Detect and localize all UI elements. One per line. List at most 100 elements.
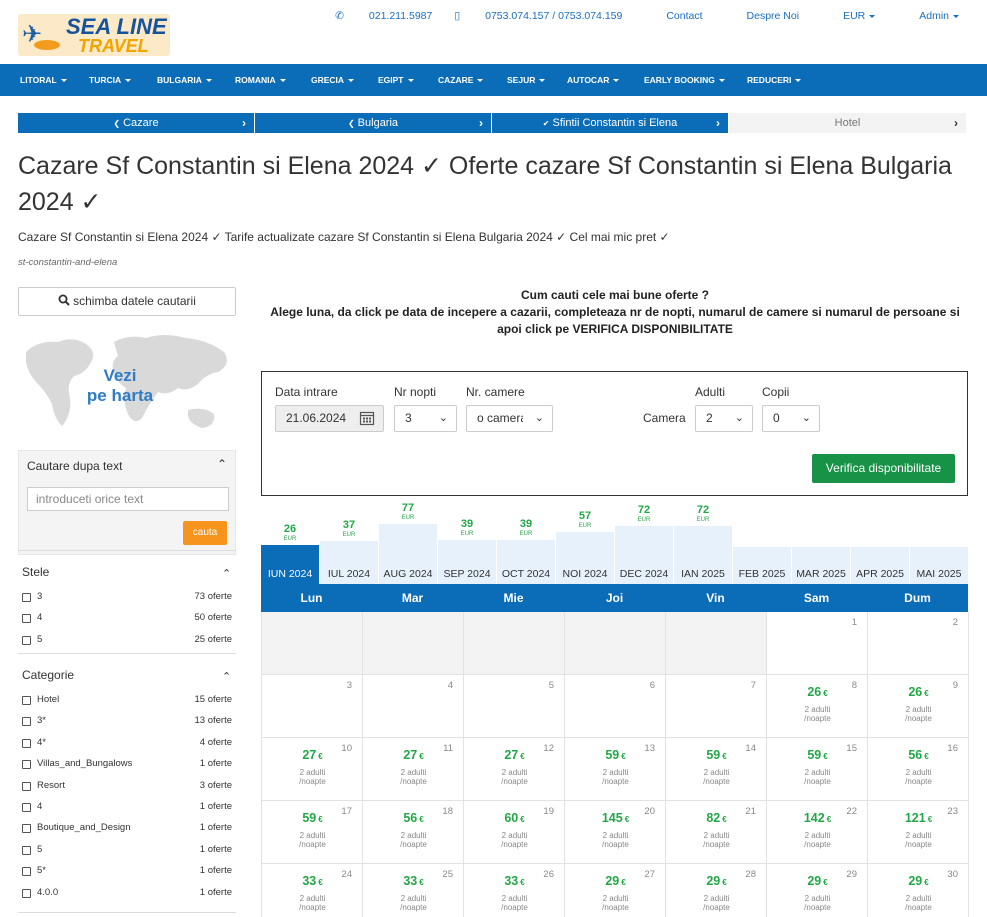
chevron-up-icon[interactable]: ⌃ (222, 671, 232, 683)
filter-option[interactable]: Villas_and_Bungalows 1 oferte (22, 758, 232, 772)
nav-item-6[interactable]: CAZARE (438, 64, 484, 96)
nights-select[interactable]: 3 ⌄ (394, 405, 457, 432)
calendar-day[interactable]: 13 59 €2 adulti/noapte (565, 738, 666, 801)
filter-option[interactable]: Boutique_and_Design 1 oferte (22, 822, 232, 836)
month-tab-10[interactable]: APR 2025 (851, 500, 909, 584)
calendar-day[interactable]: 10 27 €2 adulti/noapte (262, 738, 363, 801)
breadcrumb-item-0[interactable]: ❮ Cazare › (18, 113, 254, 133)
month-tab-2[interactable]: AUG 2024 77 EUR (379, 500, 437, 584)
checkbox[interactable] (22, 867, 31, 877)
calendar-day[interactable]: 17 59 €2 adulti/noapte (262, 801, 363, 864)
calendar-day[interactable]: 14 59 €2 adulti/noapte (666, 738, 767, 801)
filter-option[interactable]: 5* 1 oferte (22, 865, 232, 879)
checkbox[interactable] (22, 593, 31, 602)
month-tab-5[interactable]: NOI 2024 57 EUR (556, 500, 614, 584)
nav-item-1[interactable]: TURCIA (89, 64, 132, 96)
checkbox[interactable] (22, 781, 31, 791)
calendar-day[interactable]: 18 56 €2 adulti/noapte (363, 801, 464, 864)
checkbox[interactable] (22, 696, 31, 705)
calendar-day[interactable]: 2 (868, 612, 969, 675)
filter-option[interactable]: Resort 3 oferte (22, 780, 232, 794)
calendar-day[interactable]: 30 29 €2 adulti/noapte (868, 864, 969, 917)
filter-option[interactable]: Hotel 15 oferte (22, 694, 232, 708)
calendar-day[interactable]: 19 60 €2 adulti/noapte (464, 801, 565, 864)
calendar-day[interactable]: 5 (464, 675, 565, 738)
calendar-day[interactable]: 26 33 €2 adulti/noapte (464, 864, 565, 917)
nav-item-5[interactable]: EGIPT (378, 64, 414, 96)
nav-item-4[interactable]: GRECIA (311, 64, 355, 96)
top-link-3[interactable]: Despre Noi (725, 10, 800, 22)
top-link-2[interactable]: Contact (644, 10, 702, 22)
calendar-day[interactable]: 25 33 €2 adulti/noapte (363, 864, 464, 917)
filter-option[interactable]: 5 25 oferte (22, 634, 232, 648)
nav-item-10[interactable]: REDUCERI (747, 64, 802, 96)
text-search-button[interactable]: cauta (183, 521, 227, 545)
chevron-up-icon[interactable]: ⌃ (222, 568, 232, 580)
nav-item-7[interactable]: SEJUR (507, 64, 546, 96)
calendar-day[interactable]: 8 26 €2 adulti/noapte (767, 675, 868, 738)
calendar-day[interactable]: 23 121 €2 adulti/noapte (868, 801, 969, 864)
month-tab-9[interactable]: MAR 2025 (792, 500, 850, 584)
top-link-5[interactable]: Admin (897, 10, 959, 22)
adults-select[interactable]: 2 ⌄ (695, 405, 753, 432)
filter-option[interactable]: 3* 13 oferte (22, 715, 232, 729)
calendar-day[interactable]: 24 33 €2 adulti/noapte (262, 864, 363, 917)
calendar-day[interactable]: 11 27 €2 adulti/noapte (363, 738, 464, 801)
month-tab-7[interactable]: IAN 2025 72 EUR (674, 500, 732, 584)
checkbox[interactable] (22, 845, 31, 855)
calendar-day[interactable]: 21 82 €2 adulti/noapte (666, 801, 767, 864)
checkbox[interactable] (22, 738, 31, 748)
nav-item-0[interactable]: LITORAL (20, 64, 67, 96)
calendar-day[interactable]: 12 27 €2 adulti/noapte (464, 738, 565, 801)
checkbox[interactable] (22, 803, 31, 812)
month-tab-8[interactable]: FEB 2025 (733, 500, 791, 584)
kids-select[interactable]: 0 ⌄ (762, 405, 820, 432)
top-link-4[interactable]: EUR (821, 10, 876, 22)
filter-option[interactable]: 4 1 oferte (22, 801, 232, 815)
calendar-day[interactable]: 29 29 €2 adulti/noapte (767, 864, 868, 917)
filter-option[interactable]: 4.0.0 1 oferte (22, 887, 232, 901)
calendar-day[interactable]: 15 59 €2 adulti/noapte (767, 738, 868, 801)
nav-item-9[interactable]: EARLY BOOKING (644, 64, 725, 96)
verify-availability-button[interactable]: Verifica disponibilitate (812, 454, 955, 483)
top-link-1[interactable]: ▯ 0753.074.157 / 0753.074.159 (454, 10, 622, 22)
month-tab-0[interactable]: IUN 2024 26 EUR (261, 500, 319, 584)
month-tab-6[interactable]: DEC 2024 72 EUR (615, 500, 673, 584)
breadcrumb-item-3[interactable]: Hotel › (729, 113, 966, 133)
calendar-day[interactable]: 4 (363, 675, 464, 738)
checkbox[interactable] (22, 888, 31, 898)
site-logo[interactable]: ✈ SEA LINE TRAVEL (18, 14, 170, 56)
change-search-button[interactable]: schimba datele cautarii (18, 287, 236, 316)
calendar-day[interactable]: 16 56 €2 adulti/noapte (868, 738, 969, 801)
calendar-day[interactable]: 3 (262, 675, 363, 738)
view-map-link[interactable]: Vezi pe harta (18, 322, 236, 444)
calendar-day[interactable]: 22 142 €2 adulti/noapte (767, 801, 868, 864)
filter-option[interactable]: 4 50 oferte (22, 612, 232, 626)
month-tab-11[interactable]: MAI 2025 (910, 500, 968, 584)
filter-option[interactable]: 5 1 oferte (22, 844, 232, 858)
breadcrumb-item-1[interactable]: ❮ Bulgaria › (255, 113, 491, 133)
nav-item-8[interactable]: AUTOCAR (567, 64, 620, 96)
chevron-up-icon[interactable]: ⌃ (216, 457, 227, 471)
calendar-day[interactable]: 27 29 €2 adulti/noapte (565, 864, 666, 917)
calendar-day[interactable]: 6 (565, 675, 666, 738)
calendar-day[interactable]: 9 26 €2 adulti/noapte (868, 675, 969, 738)
top-link-0[interactable]: ✆ 021.211.5987 (335, 10, 432, 22)
month-tab-3[interactable]: SEP 2024 39 EUR (438, 500, 496, 584)
checkbox[interactable] (22, 635, 31, 645)
text-search-input[interactable] (27, 487, 229, 511)
checkbox[interactable] (22, 614, 31, 624)
calendar-day[interactable]: 28 29 €2 adulti/noapte (666, 864, 767, 917)
nav-item-2[interactable]: BULGARIA (157, 64, 212, 96)
filter-option[interactable]: 4* 4 oferte (22, 737, 232, 751)
date-input[interactable]: 21.06.2024 (275, 405, 384, 432)
month-tab-4[interactable]: OCT 2024 39 EUR (497, 500, 555, 584)
nav-item-3[interactable]: ROMANIA (235, 64, 286, 96)
checkbox[interactable] (22, 717, 31, 727)
checkbox[interactable] (22, 824, 31, 834)
rooms-select[interactable]: o camera ⌄ (466, 405, 553, 432)
calendar-day[interactable]: 7 (666, 675, 767, 738)
filter-option[interactable]: 3 73 oferte (22, 591, 232, 605)
breadcrumb-item-2[interactable]: ✔ Sfintii Constantin si Elena › (492, 113, 728, 133)
calendar-day[interactable]: 1 (767, 612, 868, 675)
